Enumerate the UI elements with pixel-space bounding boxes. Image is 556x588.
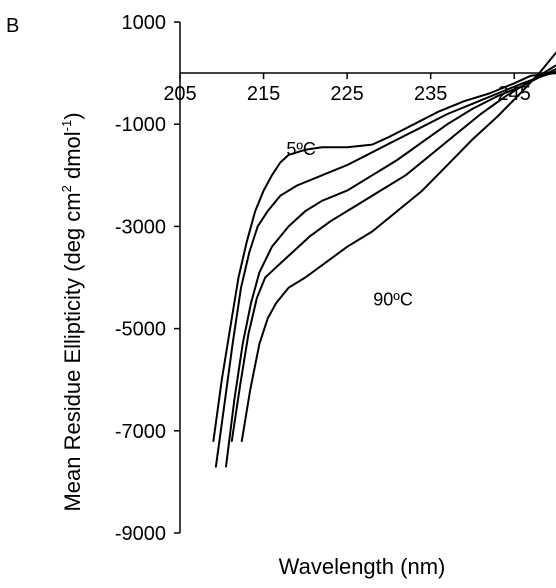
y-tick-label: -9000 [115, 523, 166, 545]
series-line-5 [240, 51, 556, 442]
series-line-1 [212, 72, 556, 442]
annotations-layer: 5ºC 90ºC [286, 139, 413, 310]
y-axis-title-sup1: 2 [59, 185, 74, 192]
y-axis-title-unit: dmol [60, 131, 85, 185]
x-tick-label: 235 [414, 83, 447, 105]
y-axis-title-close: ) [60, 112, 85, 119]
y-axis-ticks: 1000 -1000 -3000 -5000 -7000 -9000 [115, 12, 180, 545]
series-line-3 [225, 68, 556, 468]
y-tick-label: -7000 [115, 421, 166, 443]
x-tick-label: 245 [498, 83, 531, 105]
y-axis-title: Mean Residue Ellipticity (deg cm2 dmol-1… [59, 112, 85, 511]
x-tick-label: 225 [330, 83, 363, 105]
y-tick-label: -5000 [115, 319, 166, 341]
series-line-4 [230, 64, 556, 442]
x-tick-label: 215 [247, 83, 280, 105]
series-line-2 [214, 70, 556, 468]
annotation-label: 5ºC [286, 139, 316, 159]
series-layer [212, 51, 556, 468]
x-axis-ticks: 205 215 225 235 245 [163, 73, 531, 105]
y-tick-label: -3000 [115, 216, 166, 238]
y-axis-title-sup2: -1 [59, 120, 74, 132]
y-tick-label: 1000 [122, 12, 167, 34]
x-tick-label: 205 [163, 83, 196, 105]
x-axis-title: Wavelength (nm) [279, 554, 446, 579]
y-axis-title-main: Mean Residue Ellipticity (deg cm [60, 192, 85, 511]
annotation-label: 90ºC [373, 290, 413, 310]
panel-label: B [6, 15, 19, 37]
y-tick-label: -1000 [115, 114, 166, 136]
